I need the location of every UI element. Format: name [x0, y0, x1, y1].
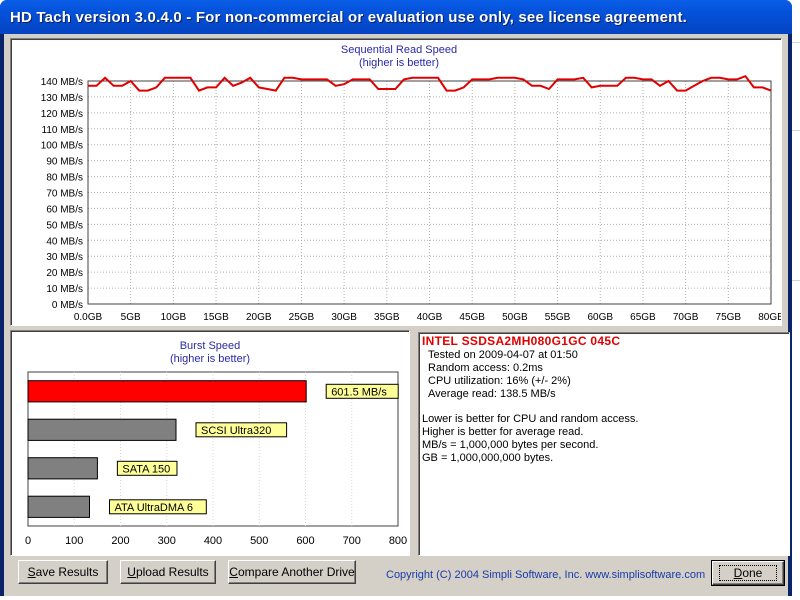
- burst-bar-label: ATA UltraDMA 6: [115, 502, 193, 514]
- burst-x-tick-label: 300: [158, 535, 176, 547]
- burst-bar-label: 601.5 MB/s: [331, 386, 387, 398]
- read-speed-series-line: [88, 75, 772, 92]
- note-cpu-random: Lower is better for CPU and random acces…: [422, 413, 639, 425]
- y-tick-label: 120 MB/s: [41, 109, 83, 120]
- x-tick-label: 75GB: [716, 312, 742, 323]
- y-tick-label: 10 MB/s: [46, 284, 83, 295]
- drive-name: INTEL SSDSA2MH080G1GC 045C: [422, 334, 621, 348]
- window-client-area: Sequential Read Speed (higher is better)…: [4, 34, 790, 596]
- burst-bar-label-box: [325, 383, 399, 399]
- x-tick-label: 80GB: [758, 312, 781, 323]
- title-bar[interactable]: HD Tach version 3.0.4.0 - For non-commer…: [0, 0, 792, 34]
- y-tick-label: 80 MB/s: [46, 173, 83, 184]
- y-tick-label: 40 MB/s: [46, 236, 83, 247]
- sequential-chart-subtitle: (higher is better): [359, 57, 439, 69]
- results-info-panel: INTEL SSDSA2MH080G1GC 045C Tested on 200…: [418, 332, 790, 556]
- x-tick-label: 70GB: [673, 312, 699, 323]
- x-tick-label: 40GB: [417, 312, 443, 323]
- burst-bar-label-box: [109, 499, 207, 515]
- x-tick-label: 50GB: [502, 312, 528, 323]
- burst-x-tick-label: 0: [25, 535, 31, 547]
- x-tick-label: 0.0GB: [74, 312, 103, 323]
- note-average-read: Higher is better for average read.: [422, 426, 584, 438]
- burst-bar-reference: [27, 457, 98, 480]
- burst-x-tick-label: 700: [343, 535, 361, 547]
- sequential-plot-frame: [87, 80, 772, 305]
- burst-speed-chart: Burst Speed (higher is better) 601.5 MB/…: [25, 340, 407, 547]
- x-tick-label: 5GB: [121, 312, 141, 323]
- burst-x-tick-label: 100: [65, 535, 83, 547]
- note-gb-definition: GB = 1,000,000,000 bytes.: [422, 452, 554, 464]
- x-tick-label: 30GB: [331, 312, 357, 323]
- burst-x-tick-label: 600: [296, 535, 314, 547]
- average-read: Average read: 138.5 MB/s: [428, 388, 556, 400]
- x-tick-label: 45GB: [459, 312, 485, 323]
- burst-x-tick-label: 200: [111, 535, 129, 547]
- y-tick-label: 0 MB/s: [52, 300, 83, 311]
- done-button[interactable]: Done: [711, 560, 785, 586]
- burst-bar-this-drive: [27, 380, 307, 403]
- window-title: HD Tach version 3.0.4.0 - For non-commer…: [10, 9, 688, 26]
- note-mbs-definition: MB/s = 1,000,000 bytes per second.: [422, 439, 599, 451]
- x-tick-label: 10GB: [161, 312, 187, 323]
- burst-bar-label: SCSI Ultra320: [201, 425, 271, 437]
- copyright-text: Copyright (C) 2004 Simpli Software, Inc.…: [386, 569, 706, 581]
- sequential-chart-title: Sequential Read Speed: [341, 44, 457, 56]
- tested-on: Tested on 2009-04-07 at 01:50: [428, 349, 578, 361]
- y-tick-label: 110 MB/s: [42, 125, 84, 136]
- x-tick-label: 35GB: [374, 312, 400, 323]
- sequential-read-chart: Sequential Read Speed (higher is better)…: [41, 44, 781, 323]
- save-results-button[interactable]: Save Results: [18, 560, 108, 584]
- burst-x-tick-label: 800: [389, 535, 407, 547]
- cpu-utilization: CPU utilization: 16% (+/- 2%): [428, 375, 571, 387]
- burst-x-tick-label: 500: [250, 535, 268, 547]
- x-tick-label: 65GB: [630, 312, 656, 323]
- burst-bar-label-box: [116, 460, 178, 476]
- x-tick-label: 25GB: [289, 312, 315, 323]
- y-tick-label: 50 MB/s: [46, 220, 83, 231]
- y-tick-label: 20 MB/s: [46, 268, 83, 279]
- y-tick-label: 30 MB/s: [46, 252, 83, 263]
- burst-bar-reference: [27, 418, 177, 441]
- burst-chart-title: Burst Speed: [180, 340, 241, 352]
- upload-results-button[interactable]: Upload Results: [120, 560, 216, 584]
- burst-bar-label-box: [195, 422, 288, 438]
- x-tick-label: 55GB: [545, 312, 571, 323]
- burst-speed-panel: Burst Speed (higher is better) 601.5 MB/…: [10, 330, 410, 556]
- burst-bar-reference: [27, 495, 90, 518]
- burst-chart-subtitle: (higher is better): [170, 353, 250, 365]
- y-tick-label: 70 MB/s: [46, 189, 83, 200]
- burst-x-tick-label: 400: [204, 535, 222, 547]
- y-tick-label: 100 MB/s: [41, 141, 83, 152]
- y-tick-label: 60 MB/s: [46, 204, 83, 215]
- y-tick-label: 130 MB/s: [41, 93, 83, 104]
- x-tick-label: 20GB: [246, 312, 272, 323]
- y-tick-label: 140 MB/s: [41, 77, 83, 88]
- random-access: Random access: 0.2ms: [428, 362, 543, 374]
- x-tick-label: 15GB: [203, 312, 229, 323]
- y-tick-label: 90 MB/s: [46, 157, 83, 168]
- sequential-read-panel: Sequential Read Speed (higher is better)…: [10, 38, 782, 326]
- compare-another-drive-button[interactable]: Compare Another Drive: [228, 560, 356, 584]
- x-tick-label: 60GB: [587, 312, 613, 323]
- burst-bar-label: SATA 150: [122, 463, 170, 475]
